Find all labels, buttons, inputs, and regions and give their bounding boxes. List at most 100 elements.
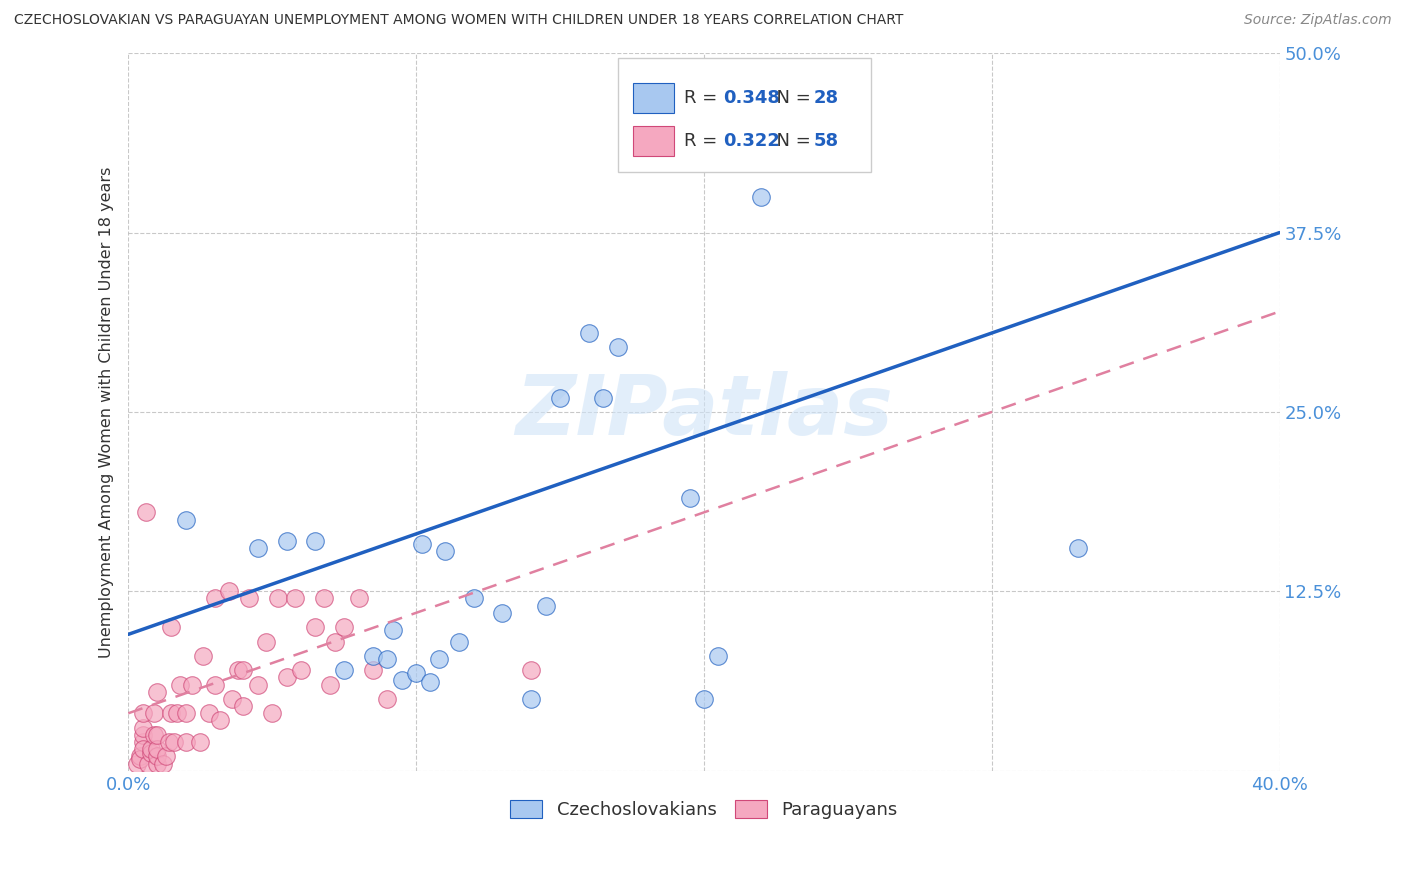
Point [209, 714, 232, 728]
Point [304, 620, 326, 634]
Point [463, 591, 485, 606]
Point [238, 591, 260, 606]
Point [254, 634, 277, 648]
Text: Source: ZipAtlas.com: Source: ZipAtlas.com [1244, 13, 1392, 28]
Point [304, 534, 326, 549]
FancyBboxPatch shape [633, 126, 673, 156]
Point [427, 652, 450, 666]
Point [131, 742, 153, 756]
Point [232, 699, 254, 714]
Point [520, 663, 543, 677]
Point [491, 606, 513, 620]
Point [152, 756, 174, 771]
Point [606, 340, 628, 354]
Point [174, 706, 197, 721]
Point [693, 692, 716, 706]
Point [160, 620, 183, 634]
Point [131, 706, 153, 721]
Point [347, 591, 370, 606]
Point [433, 544, 456, 558]
Point [267, 591, 290, 606]
Point [174, 512, 197, 526]
Point [290, 663, 312, 677]
Point [449, 634, 471, 648]
Legend: Czechoslovakians, Paraguayans: Czechoslovakians, Paraguayans [502, 792, 905, 826]
Point [204, 591, 226, 606]
Point [218, 584, 240, 599]
Point [191, 648, 214, 663]
Point [125, 756, 148, 771]
Point [141, 742, 163, 756]
Point [520, 692, 543, 706]
Point [548, 391, 571, 405]
Point [391, 673, 413, 688]
Point [131, 721, 153, 735]
Point [276, 670, 298, 684]
Point [146, 742, 169, 756]
Text: CZECHOSLOVAKIAN VS PARAGUAYAN UNEMPLOYMENT AMONG WOMEN WITH CHILDREN UNDER 18 YE: CZECHOSLOVAKIAN VS PARAGUAYAN UNEMPLOYME… [14, 13, 904, 28]
Point [678, 491, 700, 505]
Point [707, 648, 730, 663]
Text: 0.348: 0.348 [724, 88, 780, 107]
Point [419, 674, 441, 689]
Point [232, 663, 254, 677]
Text: R =: R = [685, 88, 723, 107]
Point [143, 706, 166, 721]
Point [578, 326, 600, 340]
Point [276, 534, 298, 549]
Point [333, 663, 356, 677]
Point [131, 728, 153, 742]
Point [128, 749, 150, 764]
Point [375, 652, 398, 666]
Point [221, 692, 243, 706]
Point [284, 591, 307, 606]
FancyBboxPatch shape [633, 83, 673, 112]
Point [143, 728, 166, 742]
Point [180, 677, 202, 691]
Point [405, 666, 427, 681]
Point [146, 685, 169, 699]
Point [751, 190, 773, 204]
Point [204, 677, 226, 691]
Point [534, 599, 557, 613]
Point [361, 663, 384, 677]
Point [146, 749, 169, 764]
Point [375, 692, 398, 706]
Point [146, 756, 169, 771]
Point [131, 735, 153, 749]
Point [262, 706, 284, 721]
Point [246, 677, 269, 691]
Point [163, 735, 186, 749]
Point [1067, 541, 1090, 556]
Point [592, 391, 614, 405]
Point [325, 634, 347, 648]
Point [188, 735, 211, 749]
Point [382, 623, 405, 637]
Point [246, 541, 269, 556]
FancyBboxPatch shape [617, 58, 870, 171]
Point [157, 735, 180, 749]
Point [319, 677, 342, 691]
Point [155, 749, 177, 764]
Text: N =: N = [765, 132, 817, 150]
Point [361, 648, 384, 663]
Text: 58: 58 [813, 132, 838, 150]
Text: R =: R = [685, 132, 723, 150]
Point [198, 706, 221, 721]
Point [174, 735, 197, 749]
Point [333, 620, 356, 634]
Text: 0.322: 0.322 [724, 132, 780, 150]
Point [134, 505, 156, 519]
Point [146, 728, 169, 742]
Text: 28: 28 [813, 88, 838, 107]
Text: ZIPatlas: ZIPatlas [515, 371, 893, 452]
Point [138, 756, 160, 771]
Point [166, 706, 188, 721]
Text: N =: N = [765, 88, 817, 107]
Point [226, 663, 249, 677]
Point [312, 591, 335, 606]
Point [169, 677, 191, 691]
Point [128, 752, 150, 766]
Point [160, 706, 183, 721]
Point [141, 747, 163, 761]
